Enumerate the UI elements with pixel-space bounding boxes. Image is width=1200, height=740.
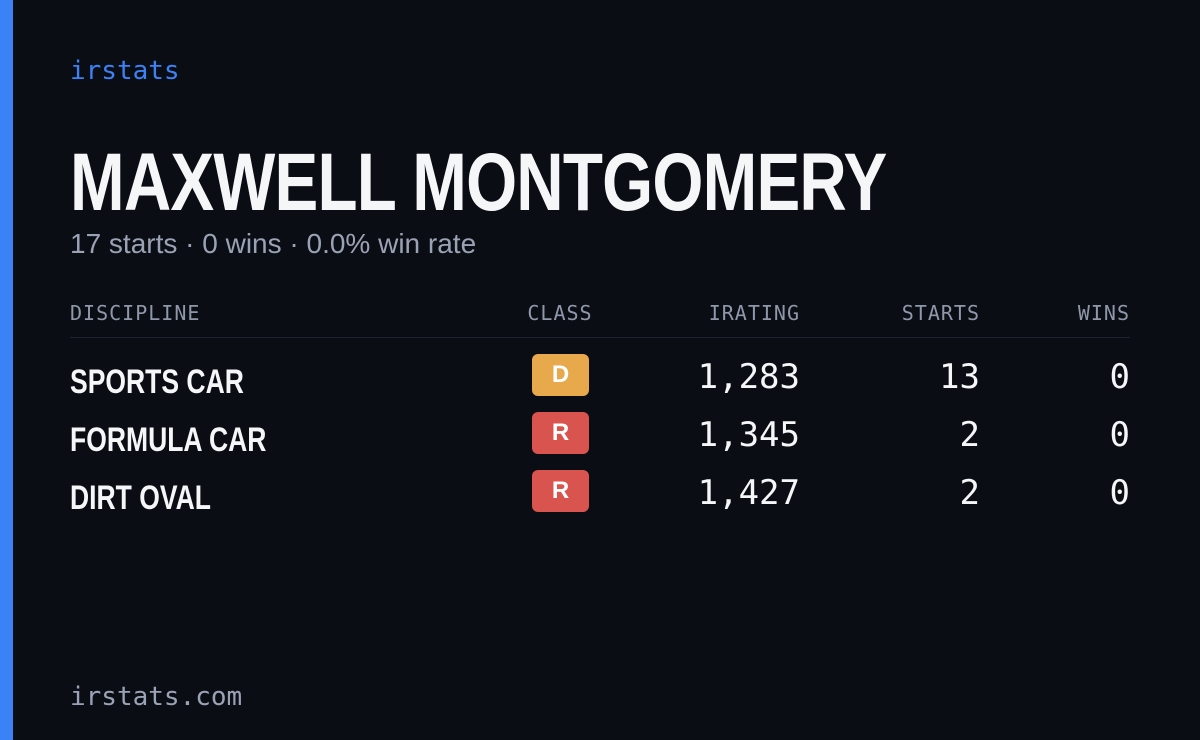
class-header: CLASS bbox=[527, 301, 593, 325]
wins-header: WINS bbox=[1077, 301, 1130, 325]
irating: 1,345 bbox=[697, 415, 800, 455]
player-name: MAXWELL MONTGOMERY bbox=[70, 137, 887, 228]
discipline: SPORTS CAR bbox=[70, 363, 244, 401]
footer-url: irstats.com bbox=[70, 682, 243, 712]
starts: 2 bbox=[959, 473, 980, 513]
discipline-header: DISCIPLINE bbox=[70, 301, 201, 325]
wins: 0 bbox=[1109, 473, 1130, 513]
header-divider bbox=[70, 337, 1130, 338]
accent-stripe bbox=[0, 0, 13, 740]
wins: 0 bbox=[1109, 415, 1130, 455]
discipline: FORMULA CAR bbox=[70, 421, 267, 459]
player-summary: 17 starts · 0 wins · 0.0% win rate bbox=[70, 228, 477, 259]
class-badge: R bbox=[532, 412, 589, 454]
starts: 13 bbox=[939, 357, 980, 397]
irating: 1,427 bbox=[697, 473, 800, 513]
irating: 1,283 bbox=[697, 357, 800, 397]
class-badge: D bbox=[532, 354, 589, 396]
starts-header: STARTS bbox=[901, 301, 980, 325]
discipline: DIRT OVAL bbox=[70, 479, 211, 517]
brand: irstats bbox=[70, 56, 180, 86]
starts: 2 bbox=[959, 415, 980, 455]
wins: 0 bbox=[1109, 357, 1130, 397]
class-badge: R bbox=[532, 470, 589, 512]
irating-header: IRATING bbox=[708, 301, 800, 325]
